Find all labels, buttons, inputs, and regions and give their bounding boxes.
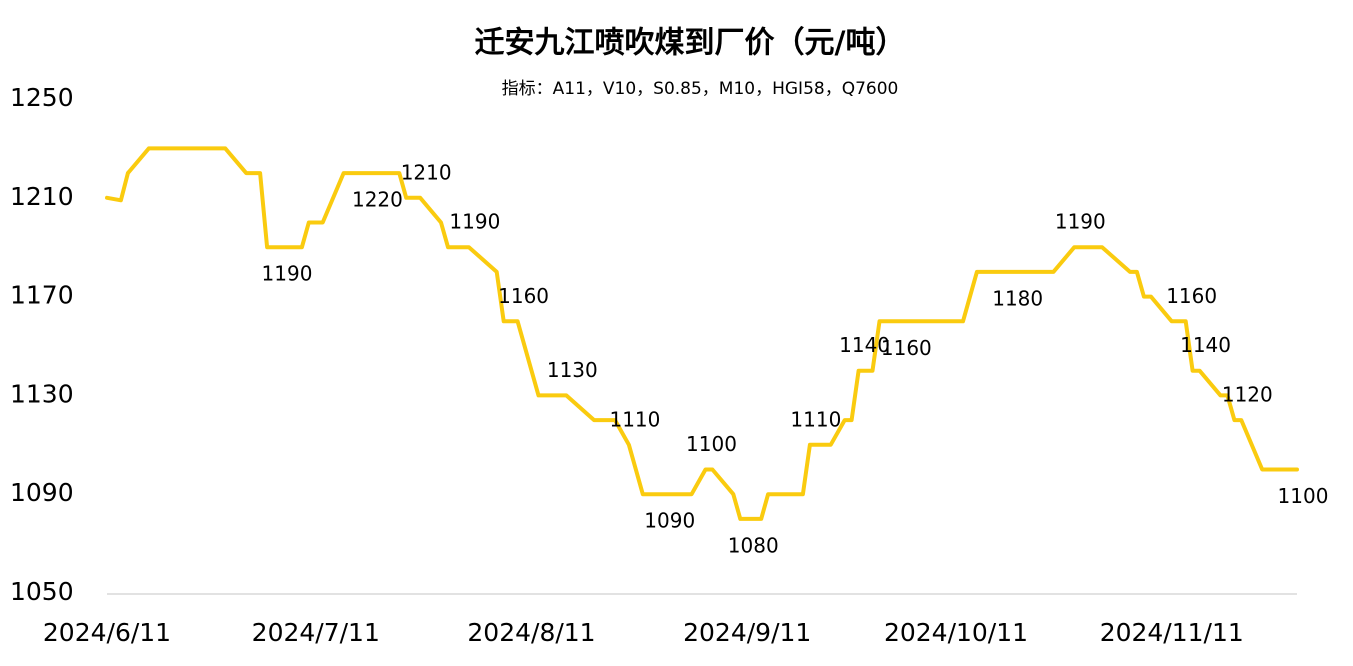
data-label: 1160 bbox=[1166, 284, 1217, 308]
line bbox=[105, 146, 1299, 521]
data-label: 1190 bbox=[1055, 210, 1106, 234]
chart-subtitle: 指标：A11，V10，S0.85，M10，HGI58，Q7600 bbox=[502, 79, 899, 99]
data-label: 1160 bbox=[498, 284, 549, 308]
data-label: 1130 bbox=[547, 358, 598, 382]
y-tick-label: 1250 bbox=[10, 83, 74, 112]
y-tick-label: 1210 bbox=[10, 182, 74, 211]
y-tick-label: 1050 bbox=[10, 577, 74, 606]
data-label: 1110 bbox=[790, 407, 841, 431]
data-label: 1100 bbox=[686, 432, 737, 456]
x-tick-label: 2024/11/11 bbox=[1100, 618, 1244, 647]
data-label: 1120 bbox=[1222, 383, 1273, 407]
x-tick-label: 2024/8/11 bbox=[467, 618, 595, 647]
data-label: 1210 bbox=[401, 160, 452, 184]
chart-title: 迁安九江喷吹煤到厂价（元/吨） bbox=[475, 26, 906, 61]
data-label: 1140 bbox=[1180, 333, 1231, 357]
y-tick-label: 1090 bbox=[10, 478, 74, 507]
data-label: 1190 bbox=[262, 262, 313, 286]
data-label: 1190 bbox=[449, 210, 500, 234]
data-label: 1140 bbox=[839, 333, 890, 357]
data-label: 1180 bbox=[992, 286, 1043, 310]
data-label: 1110 bbox=[609, 407, 660, 431]
data-label: 1160 bbox=[881, 336, 932, 360]
x-tick-label: 2024/7/11 bbox=[252, 618, 380, 647]
y-tick-label: 1170 bbox=[10, 281, 74, 310]
data-label: 1220 bbox=[352, 188, 403, 212]
x-tick-label: 2024/9/11 bbox=[683, 618, 811, 647]
data-label: 1080 bbox=[728, 533, 779, 557]
x-tick-label: 2024/6/11 bbox=[43, 618, 171, 647]
y-tick-label: 1130 bbox=[10, 379, 74, 408]
data-label: 1090 bbox=[644, 509, 695, 533]
data-label: 1100 bbox=[1278, 484, 1329, 508]
x-tick-label: 2024/10/11 bbox=[884, 618, 1028, 647]
